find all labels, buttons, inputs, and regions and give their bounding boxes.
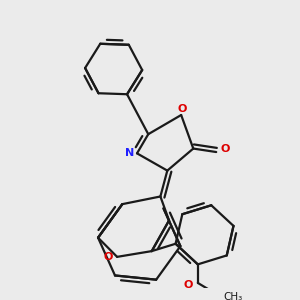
Text: O: O [177, 103, 187, 113]
Text: O: O [103, 252, 112, 262]
Text: O: O [184, 280, 193, 290]
Text: O: O [221, 144, 230, 154]
Text: N: N [125, 148, 134, 158]
Text: CH₃: CH₃ [224, 292, 243, 300]
